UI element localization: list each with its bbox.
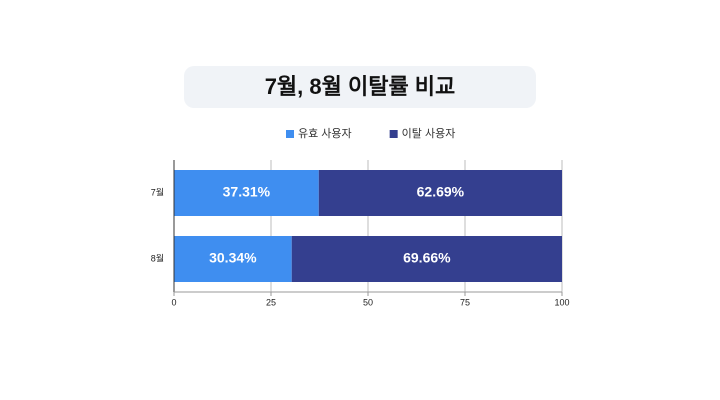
bar-segment <box>318 170 562 216</box>
chart-title: 7월, 8월 이탈률 비교 <box>265 74 456 99</box>
bar-segment <box>291 236 562 282</box>
bar-segment <box>174 170 319 216</box>
legend-swatch <box>286 130 294 138</box>
legend-swatch <box>389 130 398 138</box>
title-box <box>184 66 536 108</box>
data-label: 37.31% <box>223 184 271 200</box>
data-label: 30.34% <box>209 250 257 266</box>
x-tick-label: 75 <box>460 297 470 307</box>
x-tick-label: 25 <box>266 297 276 307</box>
y-tick-label: 7월 <box>151 186 164 197</box>
data-label: 62.69% <box>417 184 465 200</box>
x-tick-label: 50 <box>363 297 373 307</box>
y-tick-label: 8월 <box>151 252 164 263</box>
x-tick-label: 100 <box>554 297 569 307</box>
plot-area: 0 25 50 75 100 유효 사용자 이탈 사용자 7월 37.31% 62.69% 8월 30… <box>151 127 570 307</box>
x-tick-label: 0 <box>171 297 176 307</box>
bar-segment <box>174 236 292 282</box>
legend-label: 유효 사용자 <box>298 127 352 140</box>
legend-label: 이탈 사용자 <box>402 127 456 140</box>
data-label: 69.66% <box>403 250 451 266</box>
